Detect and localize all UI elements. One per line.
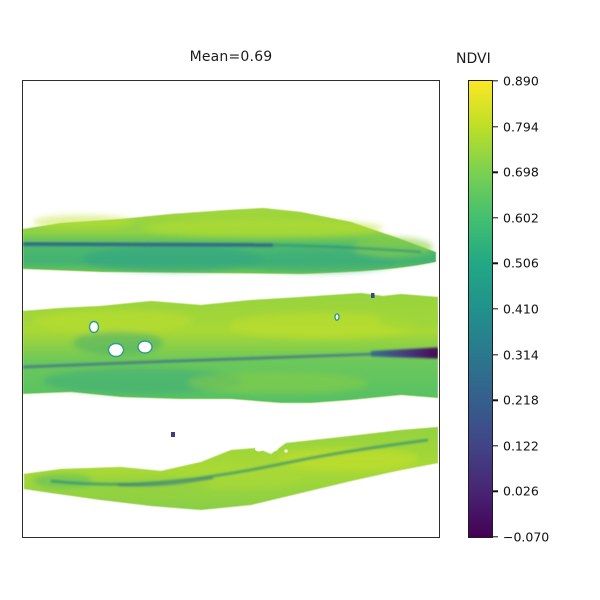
colorbar-tick-mark — [493, 353, 498, 356]
leaf-middle-speck — [371, 293, 375, 298]
colorbar-tick-mark — [493, 125, 498, 128]
colorbar-tick-label: 0.890 — [503, 73, 539, 89]
colorbar-tick-label: 0.026 — [503, 483, 539, 499]
colorbar-tick-mark — [493, 490, 498, 493]
colorbar-tick-mark — [493, 171, 498, 173]
leaf-top — [23, 207, 437, 275]
colorbar-tick-label: 0.794 — [503, 119, 539, 135]
colorbar-tick-mark — [493, 80, 498, 82]
colorbar-tick-label: 0.698 — [503, 164, 539, 180]
leaf-bottom-speck — [171, 432, 175, 437]
leaf-middle — [23, 292, 438, 404]
colorbar-tick-mark — [493, 217, 498, 219]
colorbar-tick-label: 0.410 — [503, 301, 539, 317]
colorbar-ticks: 0.890 0.794 0.698 0.602 0.506 0.410 0.314 0.218… — [493, 74, 593, 545]
leaf-middle-holes — [88, 313, 340, 358]
leaf-bottom — [23, 426, 438, 511]
colorbar-tick-mark — [493, 308, 498, 310]
colorbar-tick-label: 0.122 — [503, 438, 539, 454]
colorbar-tick-mark — [493, 262, 498, 265]
colorbar-tick-label: 0.602 — [503, 210, 539, 226]
colorbar-tick-label: 0.218 — [503, 392, 539, 408]
colorbar-tick-mark — [493, 536, 498, 538]
figure-title: Mean=0.69 — [189, 49, 273, 65]
colorbar-tick-label: 0.506 — [503, 255, 539, 271]
colorbar-label: NDVI — [456, 51, 491, 67]
colorbar-tick-mark — [493, 399, 498, 401]
colorbar-tick-label: 0.314 — [503, 347, 539, 363]
ndvi-map — [23, 207, 438, 511]
plot-frame — [22, 80, 440, 538]
colorbar-tick-mark — [493, 445, 498, 447]
leaf-bottom-holes — [255, 446, 288, 453]
colorbar-gradient — [468, 80, 493, 538]
colorbar-tick-label: −0.070 — [503, 529, 550, 545]
